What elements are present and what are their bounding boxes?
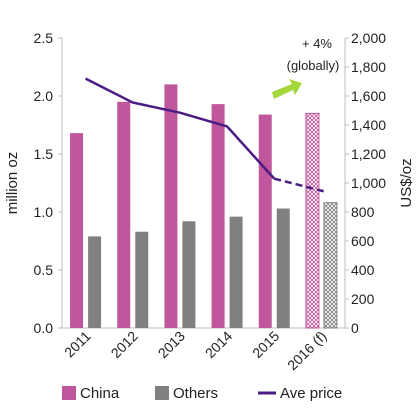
left-tick-label: 2.0: [34, 88, 54, 104]
left-axis-title: million oz: [4, 152, 21, 215]
x-tick-label: 2013: [155, 328, 188, 361]
bar-china: [70, 133, 84, 328]
left-tick-label: 2.5: [34, 30, 54, 46]
bar-others: [229, 216, 243, 328]
right-axis-ticks: 0 200 400 600 800 1,000 1,200 1,400 1,600 1,800 2,…: [345, 30, 386, 336]
bar-china: [164, 84, 178, 329]
bar-china: [258, 114, 272, 328]
x-tick-label: 2014: [202, 328, 235, 361]
growth-annotation: + 4% (globally): [272, 36, 339, 99]
bar-others: [88, 236, 102, 328]
right-tick-label: 1,200: [351, 146, 386, 162]
right-axis-title: US$/oz: [398, 158, 415, 207]
right-tick-label: 1,800: [351, 59, 386, 75]
x-tick-label: 2011: [61, 328, 94, 361]
annotation-line2: (globally): [287, 58, 340, 73]
left-tick-label: 1.0: [34, 204, 54, 220]
left-tick-label: 1.5: [34, 146, 54, 162]
bar-others: [323, 202, 338, 329]
legend-others-swatch: [155, 386, 169, 400]
bar-others: [182, 221, 196, 328]
right-tick-label: 800: [351, 204, 375, 220]
left-tick-label: 0.5: [34, 262, 54, 278]
right-tick-label: 2,000: [351, 30, 386, 46]
annotation-line1: + 4%: [302, 36, 332, 51]
right-tick-label: 1,400: [351, 117, 386, 133]
price-line: [85, 77, 326, 193]
legend: China Others Ave price: [62, 385, 342, 402]
bar-china: [305, 112, 320, 329]
x-tick-label: 2015: [249, 328, 282, 361]
right-tick-label: 400: [351, 262, 375, 278]
x-axis-labels: 2011 2012 2013 2014 2015 2016 (f): [61, 328, 329, 374]
legend-others-label: Others: [173, 385, 218, 402]
right-axis: 0 200 400 600 800 1,000 1,200 1,400 1,600 1,800 2,…: [344, 30, 386, 336]
left-axis: 0.0 0.5 1.0 1.5 2.0 2.5: [34, 30, 63, 336]
right-tick-label: 200: [351, 291, 375, 307]
price-line-actual: [85, 77, 276, 180]
left-axis-ticks: 0.0 0.5 1.0 1.5 2.0 2.5: [34, 30, 62, 336]
bar-china: [117, 101, 131, 328]
x-tick-label: 2012: [108, 328, 141, 361]
legend-china-swatch: [62, 386, 76, 400]
right-tick-label: 1,000: [351, 175, 386, 191]
price-line-forecast: [273, 177, 326, 193]
right-tick-label: 1,600: [351, 88, 386, 104]
bars: [70, 84, 338, 329]
bar-china: [211, 104, 225, 329]
legend-china-label: China: [80, 385, 120, 402]
bar-others: [276, 208, 290, 328]
right-tick-label: 600: [351, 233, 375, 249]
right-tick-label: 0: [351, 320, 359, 336]
x-tick-label: 2016 (f): [284, 328, 329, 373]
bar-others: [135, 231, 149, 328]
left-tick-label: 0.0: [34, 320, 54, 336]
legend-price-label: Ave price: [280, 385, 342, 402]
growth-arrow-icon: [272, 79, 302, 99]
